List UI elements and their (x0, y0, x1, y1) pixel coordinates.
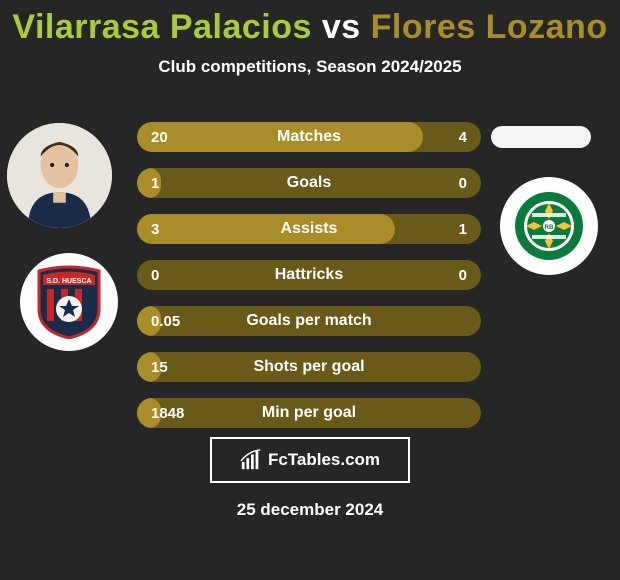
stat-row: 0Hattricks0 (137, 260, 481, 290)
stat-row: 3Assists1 (137, 214, 481, 244)
stat-value-left: 3 (137, 221, 197, 238)
stat-row: 1Goals0 (137, 168, 481, 198)
stat-label: Goals (197, 174, 421, 192)
stats-list: 20Matches41Goals03Assists10Hattricks00.0… (137, 122, 481, 444)
stat-value-left: 0.05 (137, 313, 197, 330)
player2-avatar-pill (491, 126, 591, 148)
stat-label: Min per goal (197, 404, 421, 422)
stat-value-left: 1 (137, 175, 197, 192)
subtitle: Club competitions, Season 2024/2025 (0, 57, 620, 77)
stat-row: 15Shots per goal (137, 352, 481, 382)
fctables-logo: FcTables.com (210, 437, 410, 483)
stat-value-right: 0 (421, 267, 481, 284)
player2-club-badge: RB (500, 177, 598, 275)
comparison-title: Vilarrasa Palacios vs Flores Lozano (0, 0, 620, 47)
svg-text:RB: RB (545, 225, 554, 231)
stat-value-left: 15 (137, 359, 197, 376)
bar-chart-icon (240, 449, 262, 471)
stat-value-right: 4 (421, 129, 481, 146)
stat-value-right: 1 (421, 221, 481, 238)
stat-value-left: 0 (137, 267, 197, 284)
stat-row: 0.05Goals per match (137, 306, 481, 336)
stat-label: Assists (197, 220, 421, 238)
stat-value-right: 0 (421, 175, 481, 192)
stat-row: 1848Min per goal (137, 398, 481, 428)
real-betis-crest-icon: RB (514, 191, 584, 261)
stat-value-left: 1848 (137, 405, 197, 422)
vs-text: vs (322, 8, 361, 46)
sd-huesca-crest-icon: S.D. HUESCA (37, 265, 101, 339)
fctables-text: FcTables.com (268, 450, 380, 470)
stat-label: Matches (197, 128, 421, 146)
player2-name: Flores Lozano (371, 8, 608, 46)
player1-club-badge: S.D. HUESCA (20, 253, 118, 351)
stat-label: Goals per match (197, 312, 421, 330)
stat-row: 20Matches4 (137, 122, 481, 152)
player1-avatar (7, 123, 112, 228)
stat-label: Hattricks (197, 266, 421, 284)
stat-label: Shots per goal (197, 358, 421, 376)
stat-value-left: 20 (137, 129, 197, 146)
comparison-date: 25 december 2024 (0, 500, 620, 520)
svg-text:S.D. HUESCA: S.D. HUESCA (46, 278, 91, 285)
player1-name: Vilarrasa Palacios (12, 8, 311, 46)
